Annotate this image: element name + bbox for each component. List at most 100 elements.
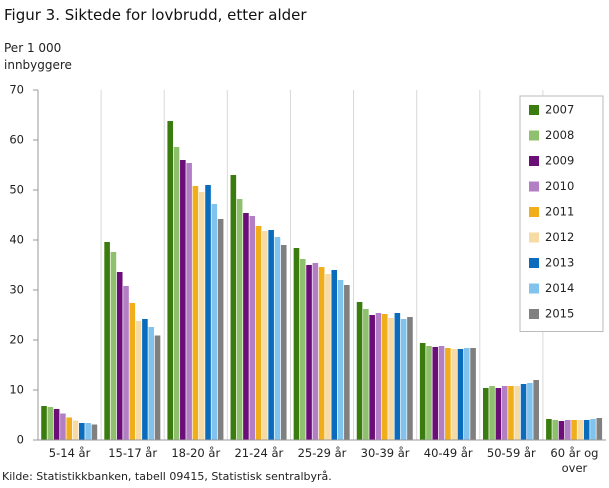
bar — [41, 406, 47, 440]
y-tick-label: 30 — [9, 283, 24, 297]
legend-swatch — [529, 309, 539, 319]
bar — [148, 327, 155, 440]
y-axis-label: Per 1 000 innbyggere — [4, 41, 72, 72]
legend-label: 2011 — [545, 205, 574, 219]
x-tick-label: 30-39 år — [360, 446, 410, 460]
bar — [154, 335, 161, 440]
x-tick-label: 50-59 år — [486, 446, 536, 460]
bar — [558, 421, 565, 440]
bar — [388, 318, 394, 440]
bar — [66, 417, 73, 440]
bar — [583, 420, 590, 440]
legend-swatch — [529, 207, 539, 217]
bar — [186, 163, 192, 440]
bar — [198, 192, 205, 440]
bar — [180, 160, 186, 440]
bar — [325, 274, 331, 440]
legend-label: 2010 — [545, 179, 574, 193]
bar — [533, 380, 539, 440]
bar — [135, 321, 142, 440]
bar — [47, 407, 54, 440]
bar — [426, 346, 432, 440]
bar — [508, 386, 514, 440]
bar — [60, 413, 66, 440]
bar — [85, 423, 91, 440]
legend-label: 2007 — [545, 103, 574, 117]
bar — [381, 314, 388, 440]
legend-label: 2009 — [545, 154, 574, 168]
x-tick-label: 5-14 år — [48, 446, 91, 460]
x-tick-label: 21-24 år — [234, 446, 284, 460]
bar — [129, 303, 136, 440]
bar — [104, 242, 110, 440]
bar — [318, 267, 325, 440]
bar — [192, 186, 199, 440]
legend-label: 2015 — [545, 307, 574, 321]
bar — [299, 259, 306, 440]
bar — [205, 185, 211, 440]
bar — [72, 420, 79, 440]
bar — [236, 199, 243, 440]
legend-label: 2014 — [545, 281, 574, 295]
bar — [419, 343, 426, 440]
bar — [211, 204, 218, 440]
bar — [274, 237, 281, 440]
y-tick-label: 20 — [9, 333, 24, 347]
bar — [268, 230, 274, 440]
x-tick-label: 60 år og over — [550, 446, 599, 475]
bar — [463, 348, 470, 440]
bar — [331, 270, 338, 440]
chart-title: Figur 3. Siktede for lovbrudd, etter ald… — [4, 6, 307, 24]
bar — [546, 419, 552, 440]
bar — [53, 409, 60, 440]
bar — [457, 349, 464, 440]
legend-swatch — [529, 105, 539, 115]
legend-label: 2013 — [545, 256, 574, 270]
legend-swatch — [529, 156, 539, 166]
bar — [230, 175, 237, 440]
legend-swatch — [529, 130, 539, 141]
legend-label: 2012 — [545, 230, 574, 244]
bar — [243, 213, 249, 440]
bar — [596, 418, 603, 440]
legend-label: 2008 — [545, 128, 574, 142]
bar — [590, 419, 596, 440]
bar — [514, 386, 521, 440]
bar — [445, 348, 451, 440]
bar — [451, 349, 457, 440]
bar — [173, 147, 180, 440]
bar — [495, 388, 502, 440]
y-tick-label: 0 — [17, 433, 24, 447]
bar — [249, 216, 256, 440]
bar — [501, 386, 508, 440]
bar — [79, 423, 85, 440]
bar — [482, 388, 489, 440]
x-tick-label: 25-29 år — [297, 446, 347, 460]
bar — [337, 280, 344, 440]
y-tick-label: 50 — [9, 183, 24, 197]
y-tick-label: 70 — [9, 83, 24, 97]
legend-swatch — [529, 283, 539, 294]
legend-swatch — [529, 258, 539, 268]
bar — [577, 420, 584, 440]
bar — [520, 384, 527, 440]
bar — [527, 383, 533, 440]
source: Kilde: Statistikkbanken, tabell 09415, S… — [2, 470, 332, 483]
bar — [571, 420, 577, 440]
bar — [116, 272, 123, 440]
y-tick-label: 10 — [9, 383, 24, 397]
bar — [280, 245, 287, 440]
bar — [167, 121, 174, 440]
legend-swatch — [529, 232, 539, 243]
bar — [306, 265, 312, 440]
bar — [142, 319, 148, 440]
bar — [91, 424, 98, 440]
bar — [123, 286, 129, 440]
x-tick-label: 18-20 år — [171, 446, 221, 460]
bar — [255, 226, 262, 440]
bar — [394, 313, 401, 440]
bar — [470, 348, 476, 440]
bar — [110, 252, 117, 440]
